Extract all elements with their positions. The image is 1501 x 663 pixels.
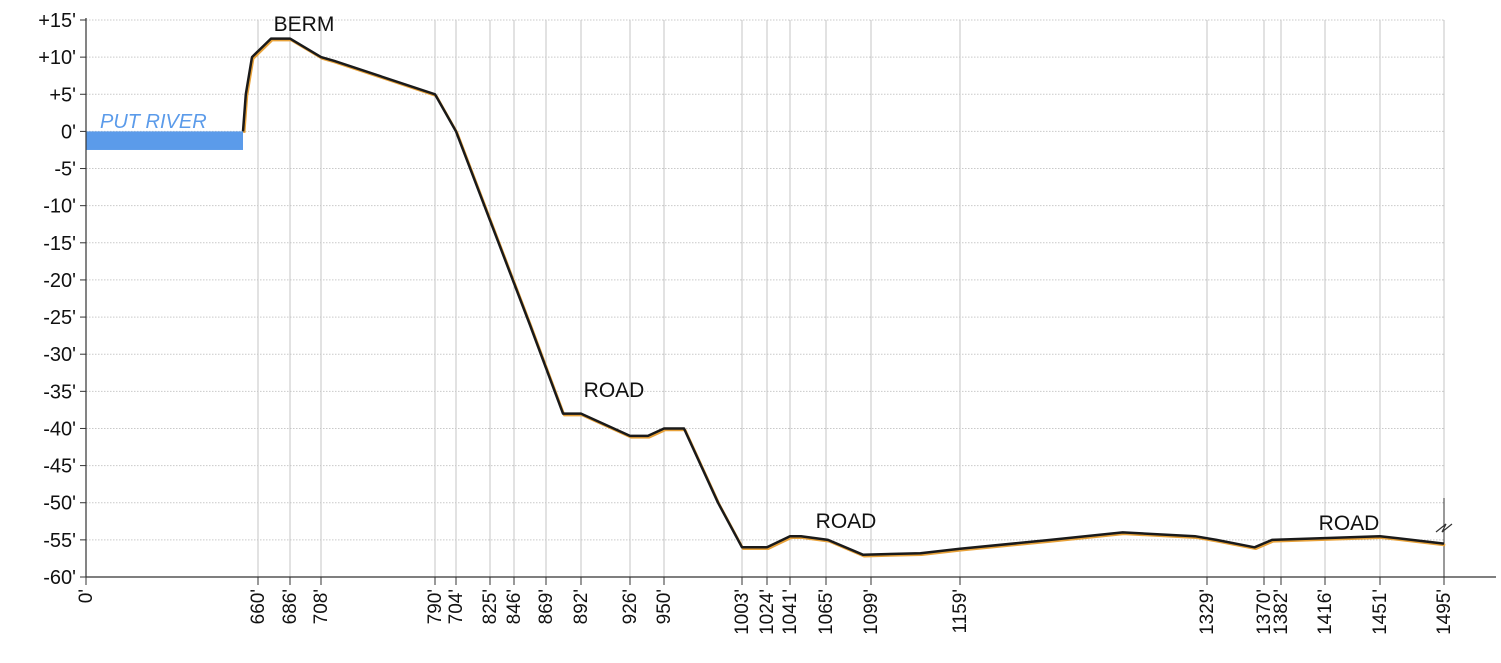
y-tick-label: 0': [61, 121, 76, 143]
y-tick-label: -30': [43, 344, 76, 366]
x-tick-label: 1370': [1254, 589, 1275, 635]
river-band-rect: [86, 131, 243, 150]
profile-line: [241, 37, 1445, 556]
x-tick-label: 846': [504, 589, 525, 624]
river-band: [86, 131, 243, 150]
x-tick-label: 950': [654, 589, 675, 624]
y-tick-label: -45': [43, 456, 76, 478]
y-tick-label: -20': [43, 270, 76, 292]
y-tick-label: -15': [43, 233, 76, 255]
y-tick-label: -35': [43, 381, 76, 403]
annotation-label: ROAD: [584, 379, 645, 402]
x-tick-label: 790': [425, 589, 446, 624]
profile-series: [241, 37, 1446, 558]
x-tick-label: 1024': [757, 589, 778, 635]
x-tick-label: 660': [248, 589, 269, 624]
y-tick-label: -25': [43, 307, 76, 329]
labels: +15' +10' +5' 0' -5' -10' -15' -20' -25' -30' -35'…: [38, 10, 1455, 635]
y-tick-label: -40': [43, 418, 76, 440]
x-tick-label: 1099': [861, 589, 882, 635]
profile-line-shadow: [242, 38, 1446, 558]
x-tick-label: 708': [311, 589, 332, 624]
annotation-label: ROAD: [816, 510, 877, 533]
y-tick-label: -10': [43, 196, 76, 218]
y-tick-label: -5': [54, 159, 76, 181]
annotation-label: ROAD: [1319, 512, 1380, 535]
x-tick-label: 1065': [816, 589, 837, 635]
annotation-label: BERM: [274, 13, 335, 36]
y-tick-label: -60': [43, 567, 76, 589]
x-tick-label: 1382': [1271, 589, 1292, 635]
x-tick-label: 704': [446, 589, 467, 624]
x-tick-label: 1041': [780, 589, 801, 635]
x-tick-label: 892': [571, 589, 592, 624]
axes: [80, 18, 1496, 585]
grid: [86, 19, 1445, 578]
x-tick-label: 825': [480, 589, 501, 624]
x-tick-label: 1159': [950, 589, 971, 634]
x-tick-label: 869': [536, 589, 557, 624]
x-tick-label: 686': [280, 589, 301, 624]
x-tick-label: 1003': [732, 589, 753, 635]
y-tick-label: +10': [38, 47, 76, 69]
river-label: PUT RIVER: [100, 111, 207, 133]
axis-break-marker: [1435, 523, 1453, 533]
x-tick-label: 1451': [1370, 589, 1391, 635]
y-tick-label: +15': [38, 10, 76, 32]
y-tick-label: +5': [49, 84, 76, 106]
x-tick-label: 926': [620, 589, 641, 624]
y-tick-label: -55': [43, 530, 76, 552]
x-tick-label: 1329': [1197, 589, 1218, 635]
x-tick-label: 1495': [1434, 589, 1455, 635]
x-tick-label: 0': [76, 589, 97, 603]
x-tick-label: 1416': [1315, 589, 1336, 635]
y-tick-label: -50': [43, 493, 76, 515]
